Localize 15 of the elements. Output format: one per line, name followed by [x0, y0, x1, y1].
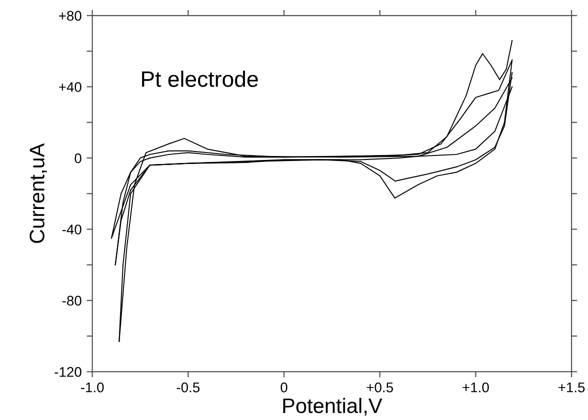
x-tick-label: +1.5 — [558, 382, 585, 392]
y-tick-label: -40 — [62, 224, 82, 234]
x-tick-label: +1.0 — [462, 382, 489, 392]
x-axis-title: Potential,V — [283, 398, 382, 416]
y-tick-label: +80 — [59, 10, 82, 21]
x-tick-label: -0.5 — [176, 382, 200, 392]
annotation: Pt electrode — [142, 70, 258, 87]
y-axis-title: Current,uA — [30, 143, 47, 243]
y-tick-label: +40 — [59, 82, 82, 92]
x-tick-label: 0 — [280, 382, 288, 392]
x-tick-label: +0.5 — [366, 382, 393, 392]
y-tick-label: -80 — [62, 296, 82, 306]
y-tick-label: -120 — [54, 367, 82, 377]
x-tick-label: -1.0 — [80, 382, 104, 392]
y-tick-label: 0 — [74, 153, 82, 164]
